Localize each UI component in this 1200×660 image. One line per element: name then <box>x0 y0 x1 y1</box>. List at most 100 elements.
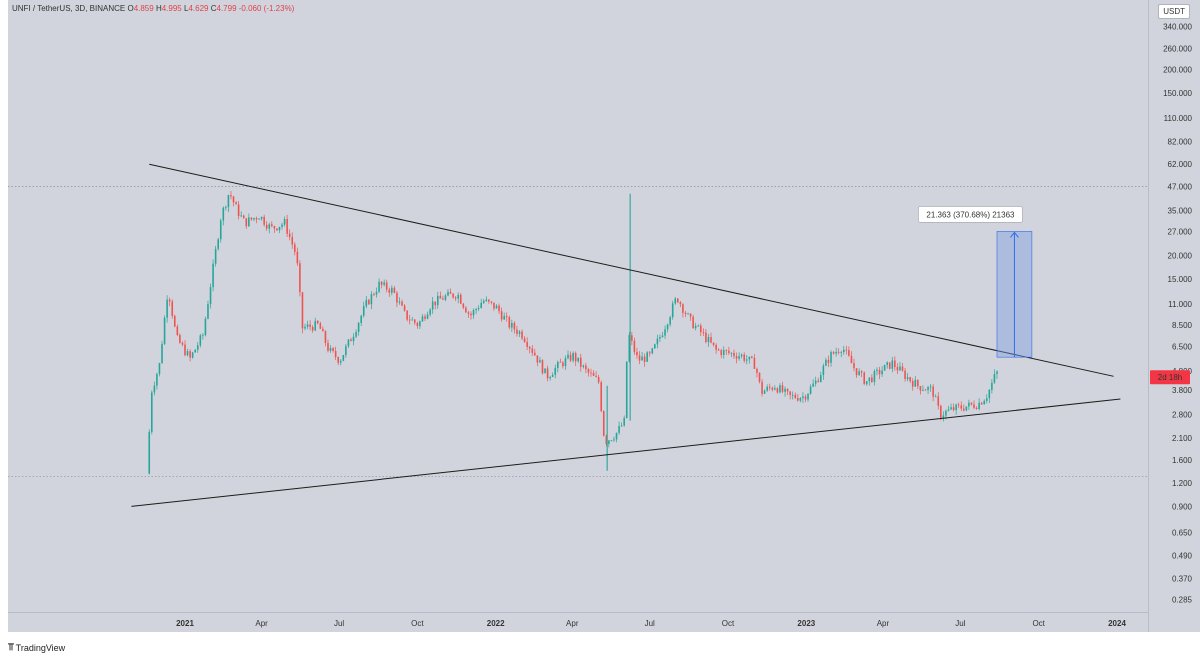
candle-body <box>528 346 531 349</box>
candle-body <box>585 365 587 370</box>
candle-body <box>904 370 906 379</box>
candle-body <box>204 318 207 336</box>
candle-body <box>245 218 248 227</box>
time-tick-label: Jul <box>645 619 655 628</box>
candle-body <box>748 356 751 360</box>
price-tick-label: 82.000 <box>1168 138 1193 147</box>
candle-body <box>919 386 922 391</box>
price-tick-label: 15.000 <box>1168 275 1193 284</box>
price-tick-label: 8.500 <box>1172 321 1193 330</box>
candle-body <box>786 388 789 392</box>
time-axis[interactable] <box>8 612 1148 632</box>
candle-body <box>368 299 370 305</box>
candle-body <box>613 439 615 441</box>
time-tick-label: Jul <box>334 619 344 628</box>
candle-body <box>260 216 263 219</box>
candle-body <box>516 329 518 334</box>
price-axis[interactable] <box>1148 0 1200 632</box>
candle-body <box>163 317 166 345</box>
candle-body <box>168 299 171 302</box>
candle-body <box>774 388 776 390</box>
candle-body <box>559 361 562 363</box>
candle-body <box>896 367 899 371</box>
candle-body <box>597 376 600 383</box>
candle-body <box>403 305 406 311</box>
candle-body <box>235 202 237 205</box>
candle-body <box>457 294 460 299</box>
candle-body <box>477 307 480 310</box>
candle-body <box>562 362 564 367</box>
candle-body <box>932 386 934 397</box>
candle-body <box>181 342 184 345</box>
candle-body <box>237 204 240 217</box>
candle-body <box>253 218 255 220</box>
candle-body <box>214 248 217 264</box>
candle-body <box>832 352 835 354</box>
candle-body <box>360 315 362 323</box>
trendline[interactable] <box>131 398 1121 507</box>
plot-area[interactable] <box>8 0 1148 632</box>
candle-body <box>886 362 888 365</box>
candle-body <box>988 389 991 399</box>
candle-body <box>549 376 551 379</box>
candle-body <box>408 319 411 321</box>
candle-body <box>751 356 753 358</box>
measure-arrowhead <box>1010 231 1019 238</box>
symbol-title[interactable]: UNFI / TetherUS, 3D, BINANCE <box>12 4 126 13</box>
low-label: L <box>184 4 189 13</box>
tradingview-logo[interactable]: ⫪ TradingView <box>8 642 65 653</box>
candle-body <box>347 339 350 347</box>
tradingview-brand: TradingView <box>15 642 66 653</box>
candle-body <box>582 365 585 367</box>
candle-body <box>756 368 758 373</box>
price-tick-label: 11.000 <box>1168 300 1192 309</box>
candle-body <box>398 301 401 303</box>
candle-body <box>618 426 620 433</box>
candle-body <box>334 350 337 358</box>
candle-body <box>426 314 429 319</box>
time-tick-label: 2023 <box>797 619 815 628</box>
candle-body <box>521 331 523 339</box>
candle-body <box>807 393 809 400</box>
candle-body <box>679 302 682 305</box>
candle-body <box>957 404 960 406</box>
candle-body <box>983 400 986 405</box>
price-tick-label: 35.000 <box>1168 206 1193 215</box>
candle-body <box>968 402 970 407</box>
open-label: O <box>127 4 134 13</box>
candle-body <box>454 297 457 299</box>
candle-body <box>424 316 426 319</box>
trendline[interactable] <box>149 163 1114 377</box>
price-tick-label: 110.000 <box>1164 114 1193 123</box>
candle-body <box>960 405 963 409</box>
candle-body <box>194 349 197 353</box>
candle-body <box>789 391 791 395</box>
candle-body <box>411 319 414 321</box>
candle-body <box>738 356 740 359</box>
candle-body <box>345 346 347 356</box>
candle-body <box>771 387 774 390</box>
candle-body <box>439 295 442 299</box>
candle-body <box>855 368 858 376</box>
candle-body <box>511 322 513 328</box>
candle-body <box>278 226 281 231</box>
candle-body <box>370 294 373 305</box>
candle-body <box>577 357 580 362</box>
candle-body <box>365 299 368 307</box>
candle-body <box>595 375 597 377</box>
candle-body <box>186 351 189 356</box>
candle-body <box>179 334 181 343</box>
candle-body <box>564 358 567 367</box>
candle-body <box>712 342 715 345</box>
currency-badge[interactable]: USDT <box>1158 4 1190 19</box>
candle-body <box>271 224 273 227</box>
candle-body <box>682 304 684 313</box>
countdown-badge-box <box>1150 370 1190 385</box>
candle-body <box>505 316 508 318</box>
candle-body <box>850 355 853 364</box>
candle-body <box>199 335 202 346</box>
candle-body <box>707 337 710 343</box>
candle-body <box>809 386 812 394</box>
change-value: -0.060 (-1.23%) <box>238 4 295 13</box>
candle-body <box>909 377 911 382</box>
